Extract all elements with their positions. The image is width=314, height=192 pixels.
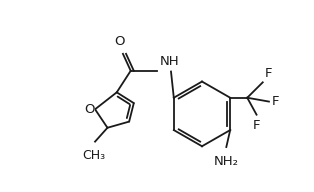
Text: NH₂: NH₂ <box>214 155 239 168</box>
Text: CH₃: CH₃ <box>82 149 105 162</box>
Text: F: F <box>264 67 272 80</box>
Text: NH: NH <box>160 55 179 69</box>
Text: O: O <box>115 35 125 48</box>
Text: O: O <box>84 103 95 116</box>
Text: F: F <box>253 118 260 132</box>
Text: F: F <box>271 95 279 108</box>
